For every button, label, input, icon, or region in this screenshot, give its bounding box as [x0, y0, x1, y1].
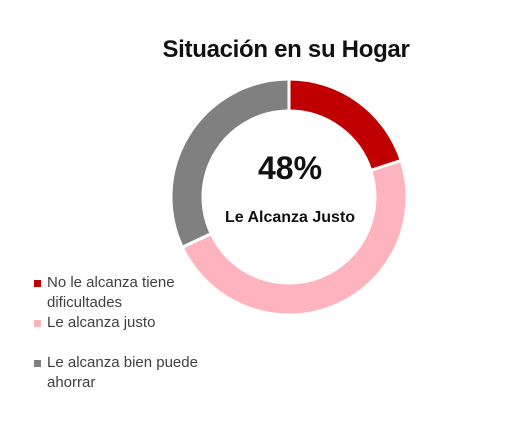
center-label: Le Alcanza Justo: [224, 209, 356, 226]
legend: No le alcanza tiene dificultades Le alca…: [32, 273, 232, 393]
legend-item-no-alcanza: No le alcanza tiene dificultades: [32, 273, 232, 313]
legend-item-alcanza-justo: Le alcanza justo: [32, 313, 232, 333]
legend-swatch: [34, 280, 41, 287]
donut-slice-alcanza-bien: [169, 77, 291, 250]
legend-swatch: [34, 320, 41, 327]
center-value: 48%: [257, 150, 323, 186]
legend-swatch: [34, 360, 41, 367]
chart-title: Situación en su Hogar: [162, 36, 410, 63]
legend-item-alcanza-bien: Le alcanza bien puede ahorrar: [32, 353, 232, 393]
legend-label: No le alcanza tiene dificultades: [47, 274, 175, 311]
legend-label: Le alcanza bien puede ahorrar: [47, 354, 198, 391]
donut-slice-alcanza-justo: [180, 158, 409, 317]
legend-label: Le alcanza justo: [47, 314, 156, 331]
